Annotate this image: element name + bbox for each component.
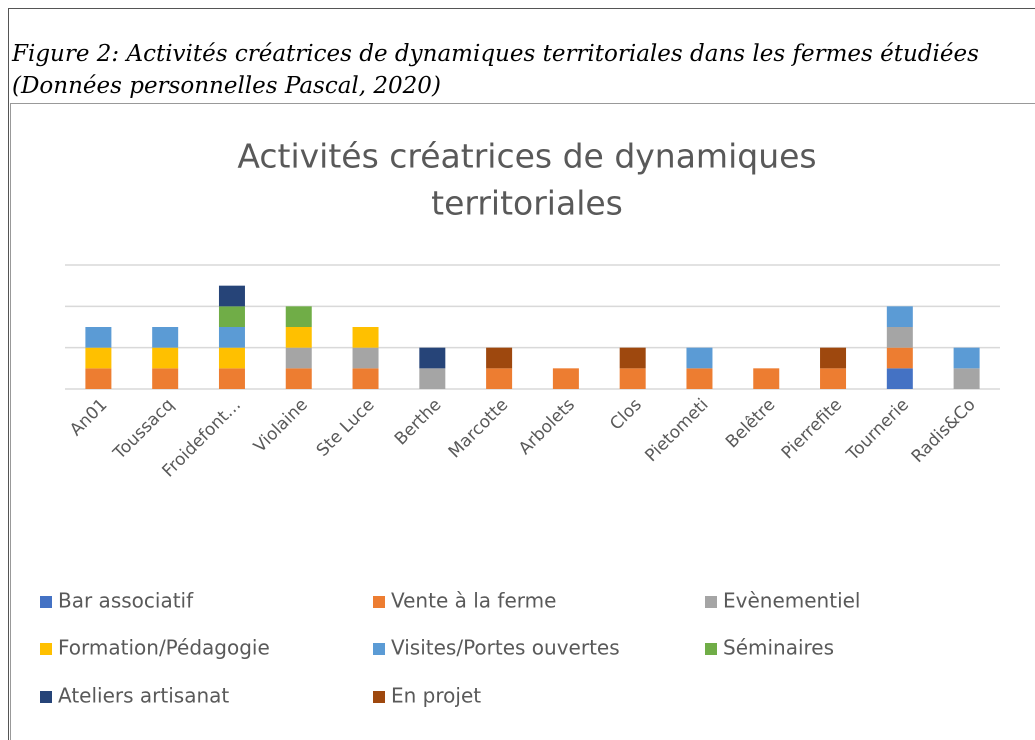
legend-swatch xyxy=(705,596,717,608)
bar-segment xyxy=(753,368,780,389)
caption-line: Figure 2: Activités créatrices de dynami… xyxy=(11,41,979,67)
caption-line: (Données personnelles Pascal, 2020) xyxy=(12,73,441,99)
legend-swatch xyxy=(40,596,52,608)
legend-label: Formation/Pédagogie xyxy=(58,636,270,660)
bar-segment xyxy=(85,347,112,369)
bar-segment xyxy=(953,347,980,369)
bar-segment xyxy=(352,347,379,369)
bar-segment xyxy=(419,347,446,369)
bar-segment xyxy=(820,368,847,389)
legend-label: Evènementiel xyxy=(723,589,860,613)
legend-swatch xyxy=(373,643,385,655)
bar-segment xyxy=(152,368,179,389)
bar-segment xyxy=(619,347,646,369)
legend-label: En projet xyxy=(391,684,481,708)
bar-segment xyxy=(85,327,112,348)
bar-segment xyxy=(886,327,913,348)
bar-segment xyxy=(886,306,913,327)
bar-segment xyxy=(686,368,713,389)
bar-segment xyxy=(619,368,646,389)
chart-title: territoriales xyxy=(431,184,623,223)
legend-swatch xyxy=(705,643,717,655)
bar-segment xyxy=(886,368,913,389)
bar-segment xyxy=(218,368,245,389)
bar-segment xyxy=(886,347,913,369)
bar-segment xyxy=(486,368,513,389)
bar-segment xyxy=(218,347,245,369)
legend-label: Visites/Portes ouvertes xyxy=(391,636,620,660)
bar-segment xyxy=(352,327,379,348)
bar-segment xyxy=(352,368,379,389)
bar-segment xyxy=(686,347,713,369)
bar-segment xyxy=(552,368,579,389)
bar-segment xyxy=(820,347,847,369)
legend-swatch xyxy=(373,596,385,608)
bar-segment xyxy=(419,368,446,389)
legend-swatch xyxy=(40,691,52,703)
bar-segment xyxy=(218,306,245,327)
chart-title: Activités créatrices de dynamiques xyxy=(237,137,816,176)
chart-frame xyxy=(10,103,1035,740)
bar-segment xyxy=(285,368,312,389)
figure-border xyxy=(8,8,1035,740)
bar-segment xyxy=(285,306,312,327)
bar-segment xyxy=(953,368,980,389)
legend-label: Séminaires xyxy=(723,636,834,660)
bar-segment xyxy=(218,285,245,307)
legend-swatch xyxy=(40,643,52,655)
bar-segment xyxy=(285,327,312,348)
bar-segment xyxy=(152,327,179,348)
bar-segment xyxy=(486,347,513,369)
bar-segment xyxy=(285,347,312,369)
bar-segment xyxy=(85,368,112,389)
legend-label: Bar associatif xyxy=(58,589,194,613)
bar-segment xyxy=(218,327,245,348)
legend-label: Ateliers artisanat xyxy=(58,684,229,708)
bar-segment xyxy=(152,347,179,369)
legend-swatch xyxy=(373,691,385,703)
legend-label: Vente à la ferme xyxy=(391,589,556,613)
